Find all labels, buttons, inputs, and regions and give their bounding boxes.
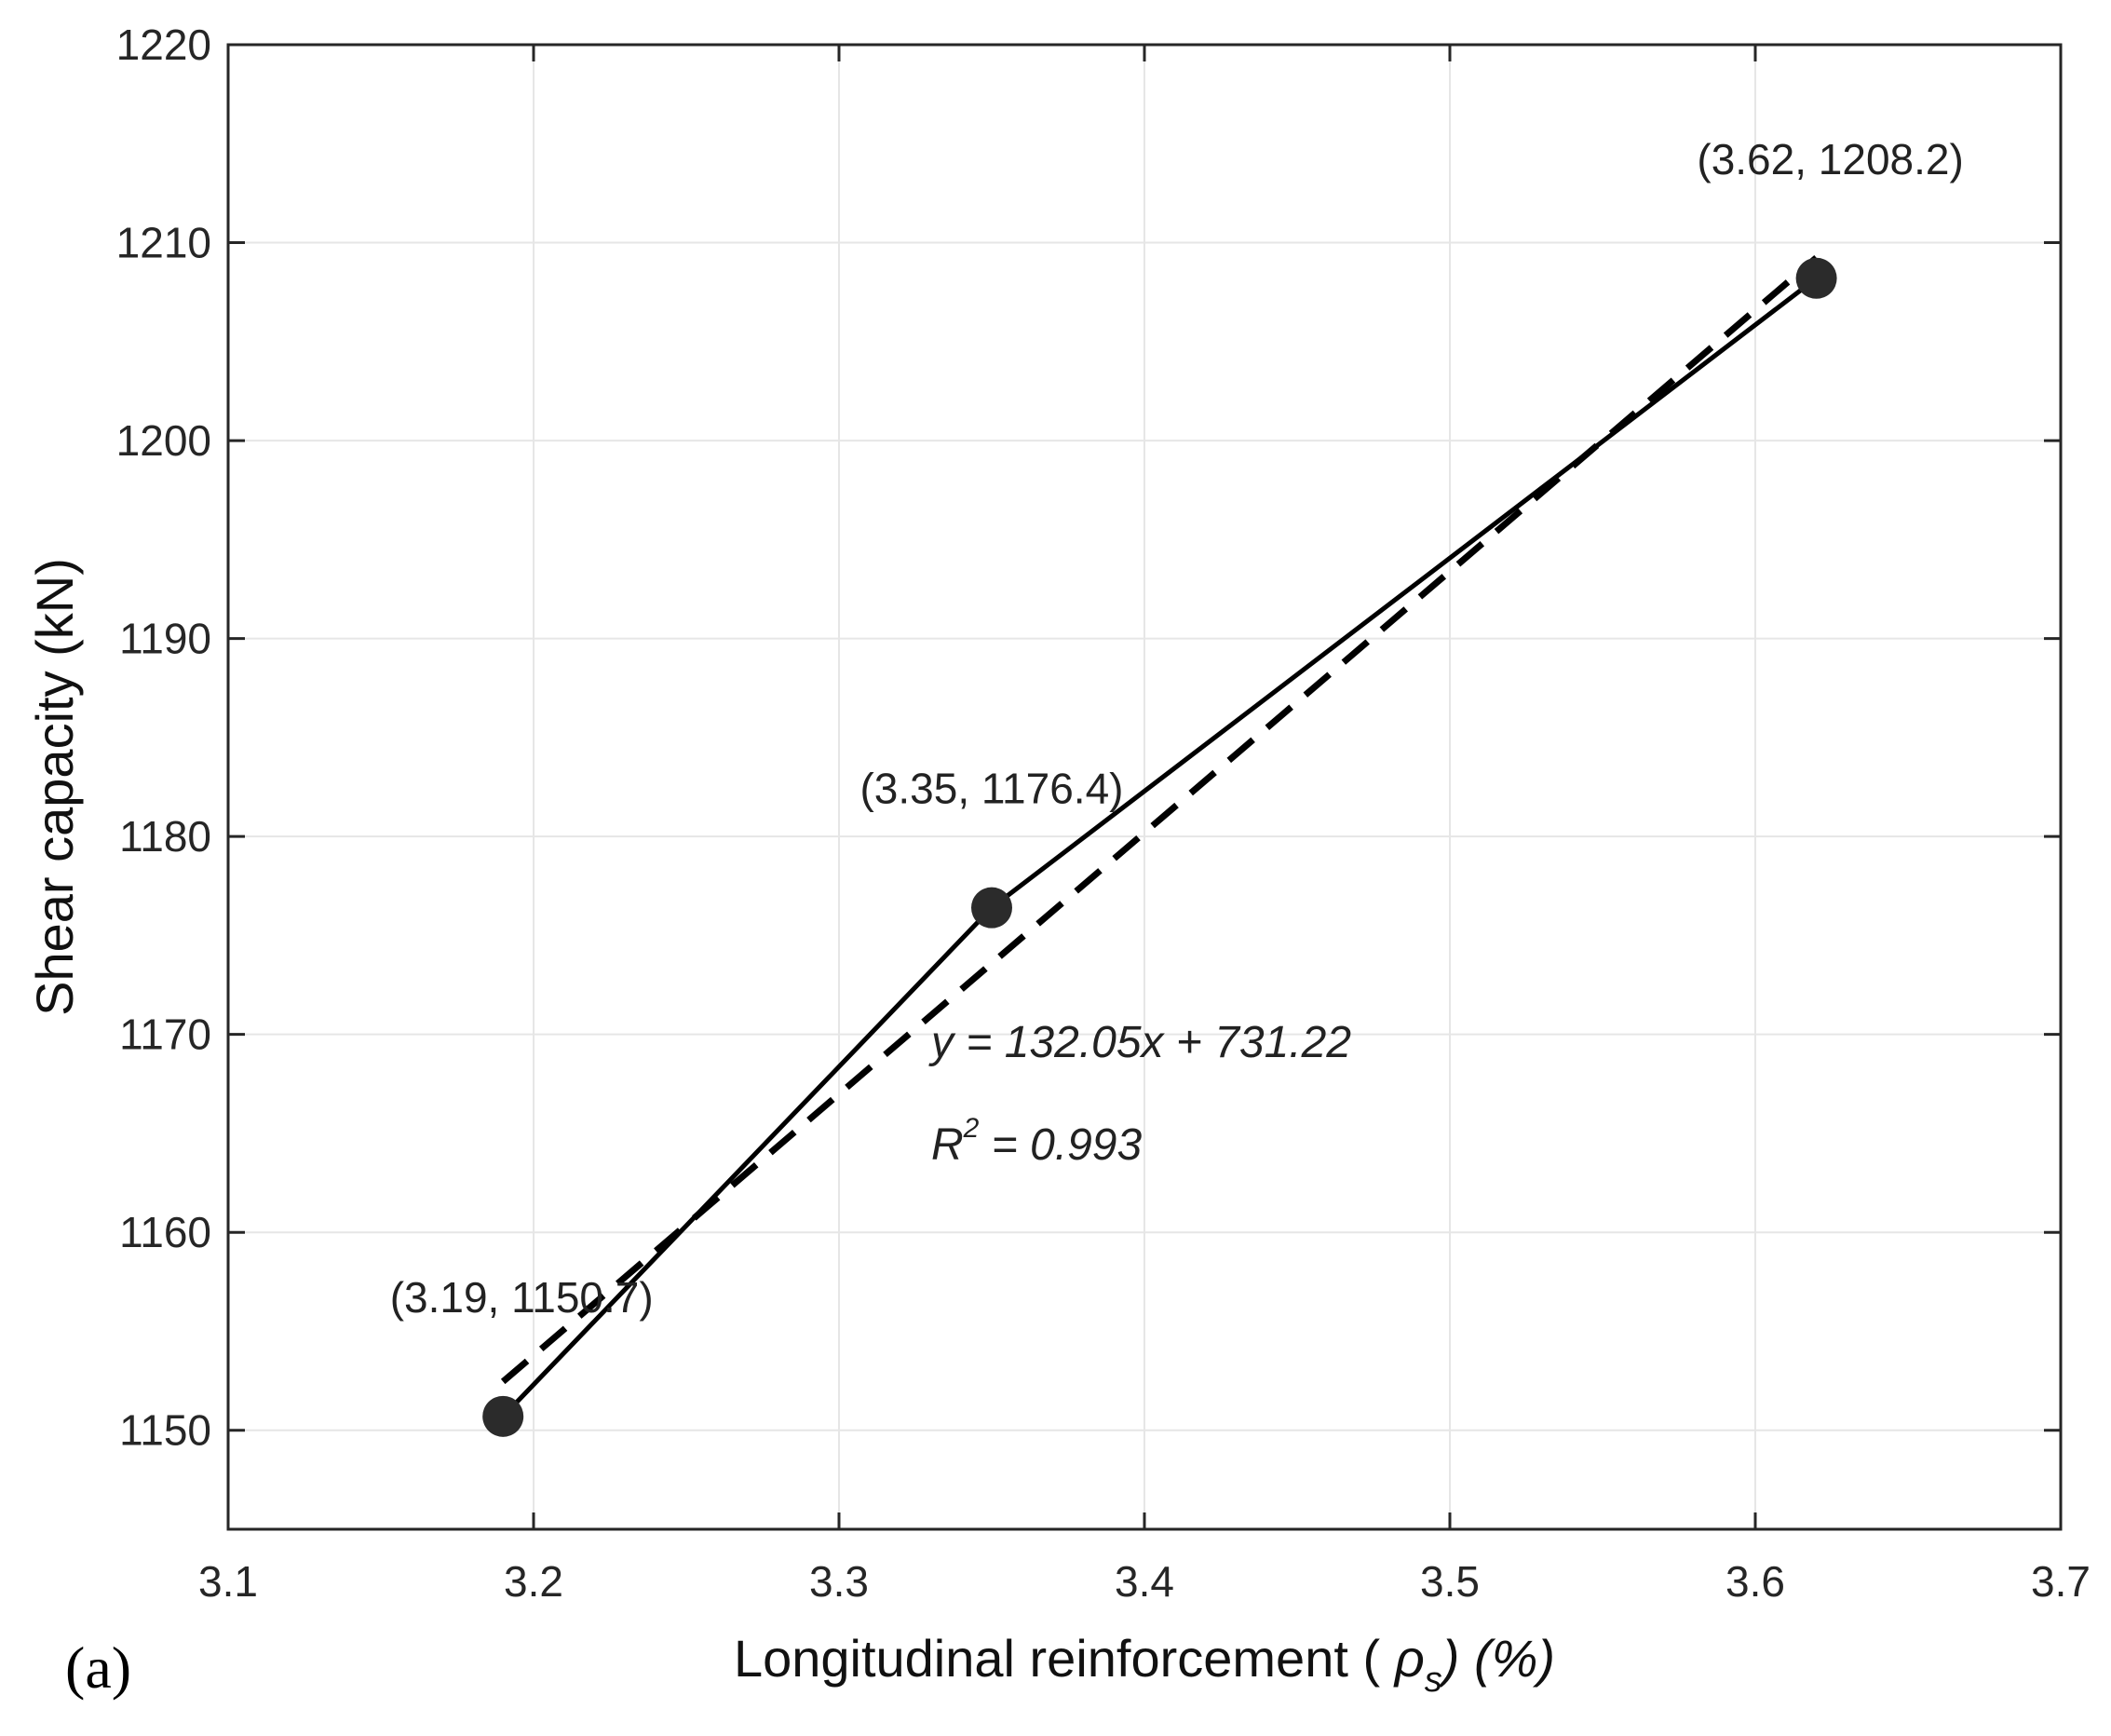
r-squared-value: = 0.993 <box>979 1120 1142 1170</box>
x-tick-label: 3.6 <box>1725 1557 1785 1606</box>
y-tick-label: 1160 <box>119 1208 211 1256</box>
x-axis-title-unit: ) (%) <box>1437 1629 1555 1688</box>
r-squared: R2 = 0.993 <box>931 1113 1142 1170</box>
data-point <box>482 1395 524 1437</box>
x-tick-label: 3.4 <box>1115 1557 1174 1606</box>
data-point-label: (3.35, 1176.4) <box>859 765 1123 813</box>
ticks: 3.1 3.2 3.3 3.4 3.5 3.6 3.7 1150 1160 1170 1180 119… <box>116 20 2091 1606</box>
r-squared-prefix: R <box>931 1120 964 1170</box>
x-axis-title-text: Longitudinal reinforcement ( <box>734 1629 1381 1688</box>
y-tick-label: 1190 <box>119 615 211 663</box>
r-squared-exponent: 2 <box>963 1113 980 1144</box>
data-point <box>1795 257 1837 299</box>
x-tick-label: 3.7 <box>2031 1557 2091 1606</box>
x-axis-title-subscript: s <box>1425 1661 1442 1700</box>
data-point-label: (3.19, 1150.7) <box>390 1273 654 1322</box>
marker-layer <box>482 257 1837 1437</box>
y-tick-label: 1200 <box>116 416 211 465</box>
point-labels: (3.19, 1150.7) (3.35, 1176.4) (3.62, 1208.… <box>390 135 1964 1322</box>
x-tick-label: 3.2 <box>504 1557 563 1606</box>
fit-line <box>500 255 1819 1385</box>
y-tick-label: 1210 <box>116 219 211 267</box>
data-point-label: (3.62, 1208.2) <box>1697 135 1963 183</box>
x-axis-title-symbol: ρ <box>1393 1629 1425 1688</box>
x-tick-label: 3.3 <box>809 1557 869 1606</box>
data-point <box>971 887 1012 929</box>
y-tick-label: 1180 <box>119 812 211 861</box>
x-tick-label: 3.1 <box>198 1557 258 1606</box>
y-tick-label: 1170 <box>119 1010 211 1059</box>
x-tick-label: 3.5 <box>1420 1557 1480 1606</box>
x-axis-title: Longitudinal reinforcement ( ρs) (%) <box>734 1629 1555 1700</box>
x-axis-title-space <box>1380 1629 1395 1688</box>
panel-label: (a) <box>65 1634 131 1701</box>
y-tick-label: 1150 <box>119 1406 211 1455</box>
y-tick-label: 1220 <box>116 20 211 69</box>
fit-equation: y = 132.05x + 731.22 <box>928 1018 1351 1067</box>
y-axis-title: Shear capacity (kN) <box>25 558 84 1016</box>
